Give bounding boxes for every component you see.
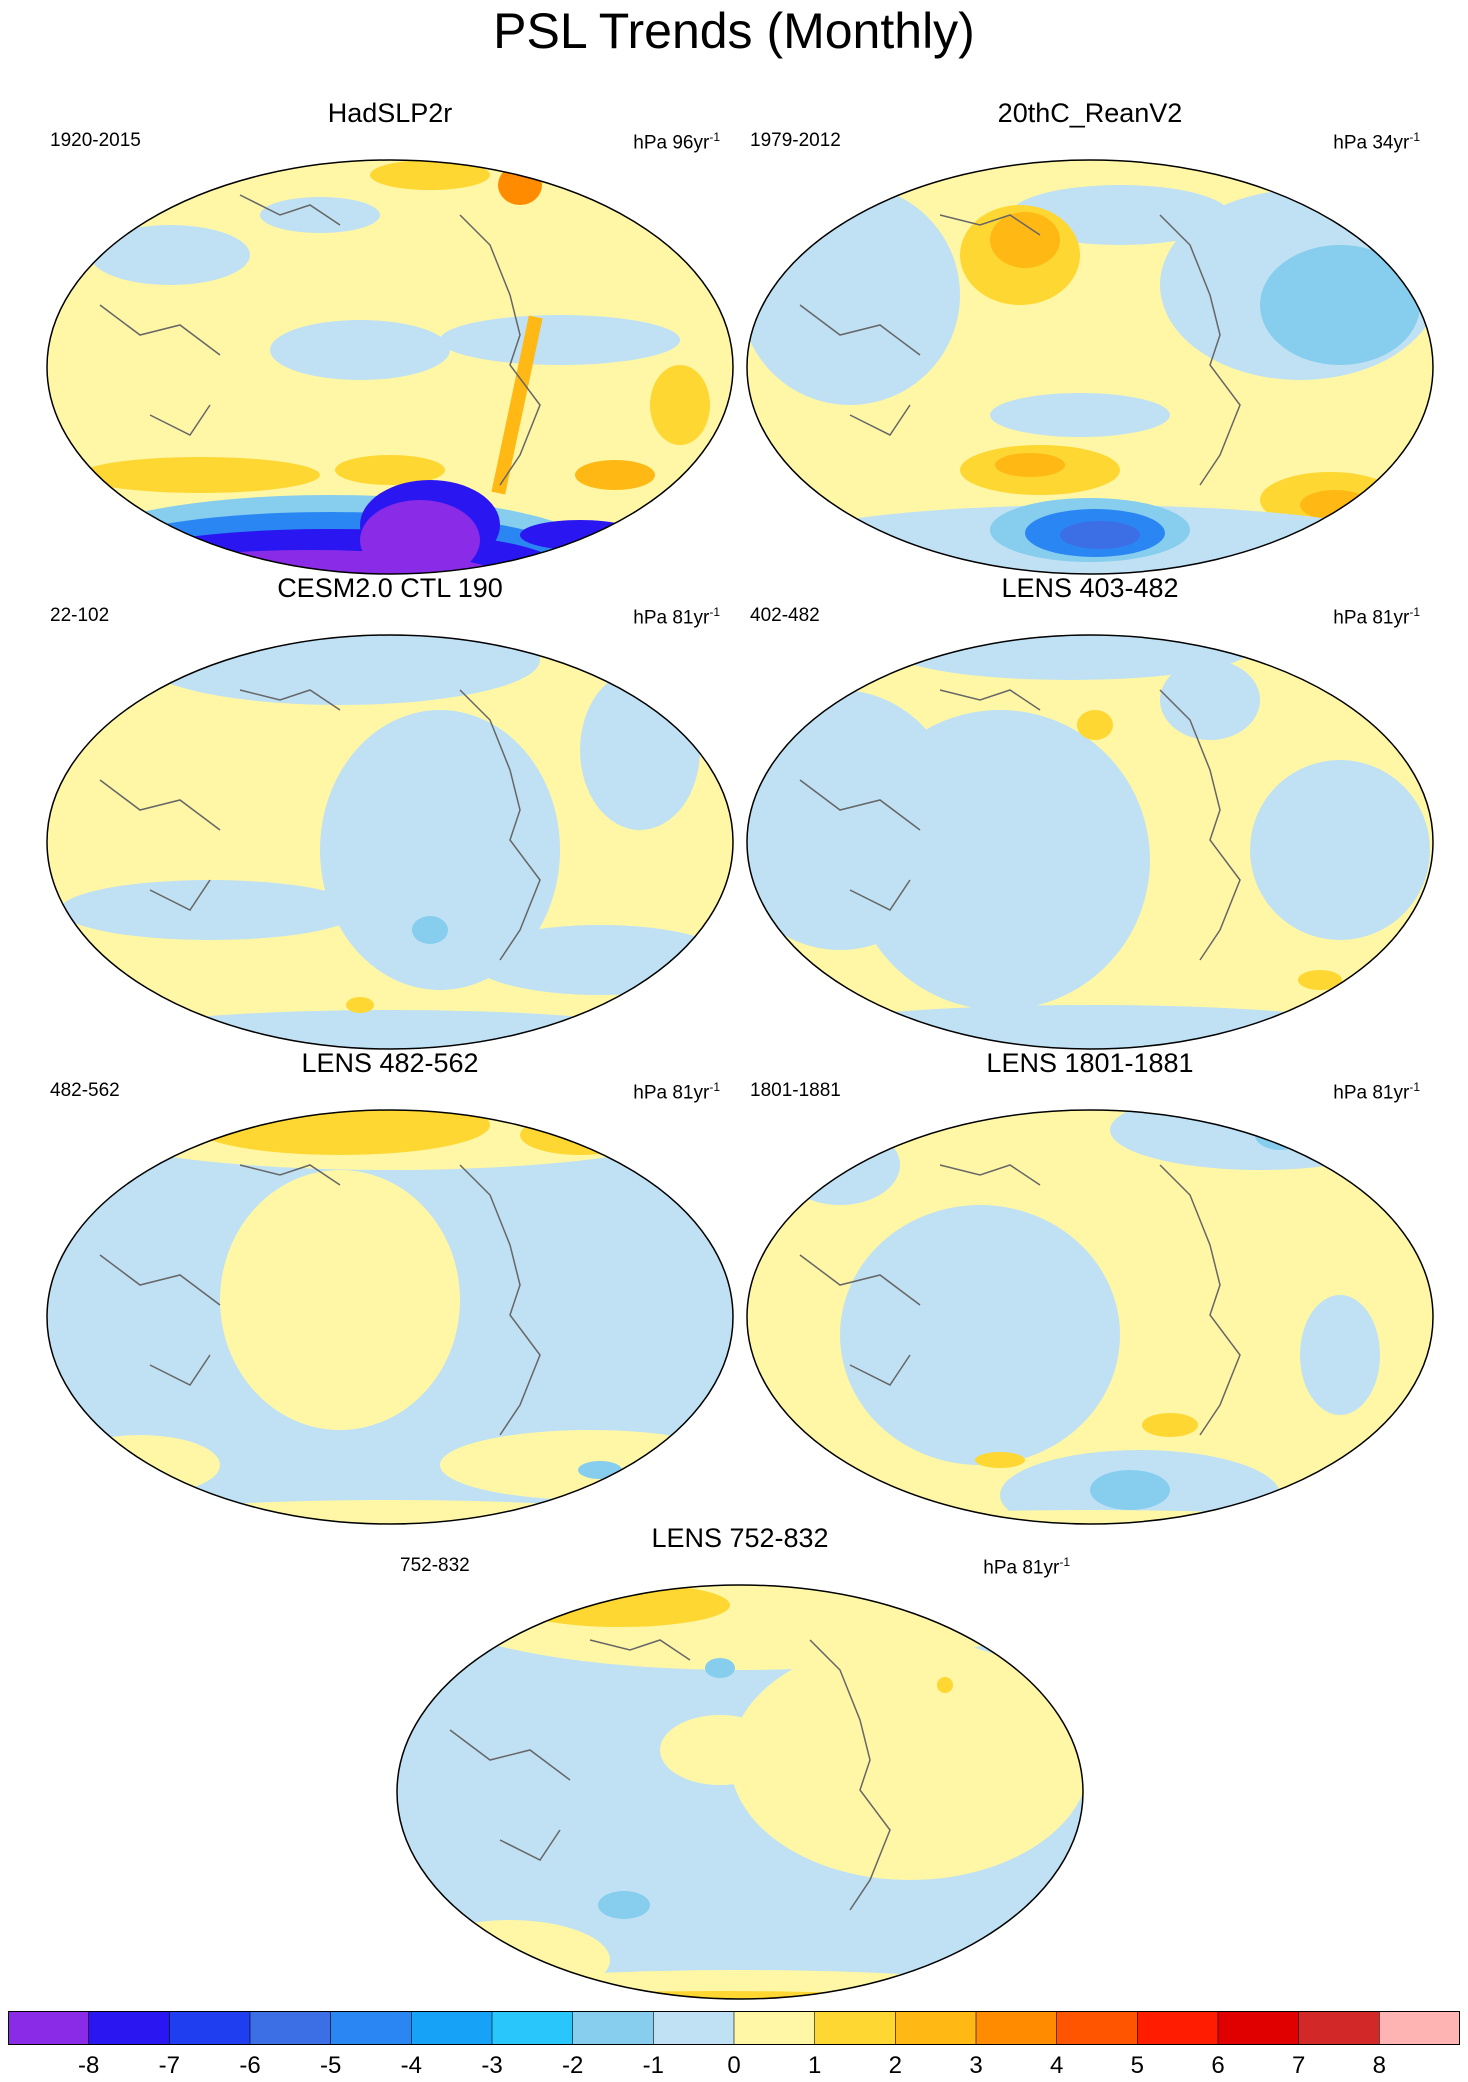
panel-units: hPa 81yr-1 [1333,605,1420,629]
colorbar-tick-label: 6 [1211,2052,1225,2079]
colorbar-tick-label: 7 [1292,2052,1306,2079]
colorbar-swatch [895,2011,977,2045]
panel-title: HadSLP2r [327,98,453,128]
panel-lens-1801-1881: LENS 1801-1881 1801-1881 hPa 81yr-1 [740,1047,1440,1525]
colorbar-swatch [1137,2011,1219,2045]
colorbar-tick-label: 2 [888,2052,902,2079]
colorbar-tick-label: -2 [562,2052,584,2079]
panel-title: LENS 403-482 [1001,573,1179,603]
panel-units: hPa 34yr-1 [1333,130,1420,154]
panel-units: hPa 81yr-1 [1333,1080,1420,1104]
map-cesm2-ctl [46,634,734,1050]
panel-period: 752-832 [400,1555,470,1576]
colorbar-swatch [492,2011,574,2045]
map-lens-752-832 [396,1584,1084,2000]
colorbar-tick-label: -5 [320,2052,342,2079]
panel-period: 402-482 [750,605,820,626]
colorbar-border [8,2011,1460,2045]
panel-lens-482-562: LENS 482-562 482-562 hPa 81yr-1 [40,1047,740,1525]
colorbar-tick-label: -8 [78,2052,100,2079]
colorbar-swatch [88,2011,170,2045]
colorbar-swatch [976,2011,1058,2045]
panel-lens-403-482: LENS 403-482 402-482 hPa 81yr-1 [740,572,1440,1050]
panel-units: hPa 81yr-1 [633,1080,720,1104]
colorbar-swatch [330,2011,412,2045]
colorbar-tick-label: 1 [808,2052,822,2079]
colorbar-swatch [734,2011,816,2045]
figure-title: PSL Trends (Monthly) [493,3,975,59]
panel-title: LENS 482-562 [301,1048,479,1078]
panel-period: 1979-2012 [750,130,841,151]
colorbar-tick-label: -6 [239,2052,261,2079]
map-lens-1801-1881 [746,1109,1434,1525]
colorbar-swatch [1298,2011,1380,2045]
colorbar-tick-label: -4 [400,2052,422,2079]
colorbar-swatch [653,2011,735,2045]
colorbar-tick-label: 8 [1372,2052,1386,2079]
colorbar-swatch [8,2011,90,2045]
colorbar [8,2011,1460,2045]
map-hadslp2r [46,159,734,575]
colorbar-tick-label: 5 [1130,2052,1144,2079]
colorbar-tick-label: -1 [642,2052,664,2079]
colorbar-swatch [411,2011,493,2045]
colorbar-labels: -8 -7 -6 -5 -4 -3 -2 -1 0 1 2 3 4 5 6 7 8 [8,2052,1460,2082]
colorbar-tick-label: -7 [158,2052,180,2079]
colorbar-swatch [1379,2011,1460,2045]
panel-hadslp2r: HadSLP2r 1920-2015 hPa 96yr-1 [40,97,740,575]
panel-20thc-reanv2: 20thC_ReanV2 1979-2012 hPa 34yr-1 [740,97,1440,575]
colorbar-tick-label: 4 [1050,2052,1064,2079]
panel-units: hPa 81yr-1 [983,1555,1070,1579]
panel-period: 482-562 [50,1080,120,1101]
panel-lens-752-832: LENS 752-832 752-832 hPa 81yr-1 [390,1522,1090,2000]
map-20thc-reanv2 [746,159,1434,575]
colorbar-swatch [572,2011,654,2045]
colorbar-swatch [1218,2011,1300,2045]
panel-units: hPa 96yr-1 [633,130,720,154]
colorbar-swatch [250,2011,332,2045]
panel-units: hPa 81yr-1 [633,605,720,629]
map-lens-482-562 [46,1109,734,1525]
panel-period: 22-102 [50,605,110,626]
panel-period: 1801-1881 [750,1080,841,1101]
panel-cesm2-ctl: CESM2.0 CTL 190 22-102 hPa 81yr-1 [40,572,740,1050]
colorbar-swatch [1056,2011,1138,2045]
colorbar-tick-label: 3 [969,2052,983,2079]
panel-title: LENS 752-832 [651,1523,829,1553]
colorbar-tick-label: 0 [727,2052,741,2079]
colorbar-swatch [169,2011,251,2045]
panel-title: 20thC_ReanV2 [997,98,1183,128]
colorbar-tick-label: -3 [481,2052,503,2079]
map-lens-403-482 [746,634,1434,1050]
colorbar-swatch [814,2011,896,2045]
panel-title: CESM2.0 CTL 190 [277,573,503,603]
panel-title: LENS 1801-1881 [986,1048,1194,1078]
panel-period: 1920-2015 [50,130,141,151]
